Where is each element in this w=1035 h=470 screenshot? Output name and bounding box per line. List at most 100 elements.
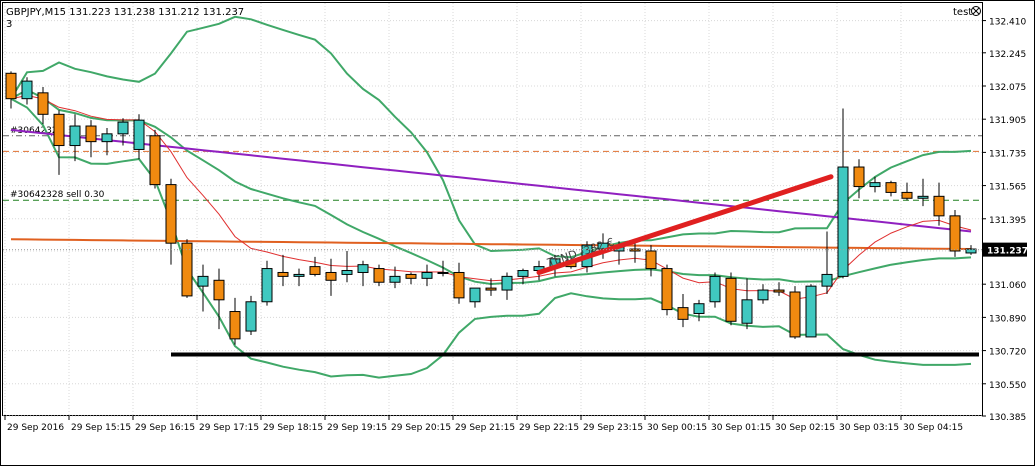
order-level-label: #30642328 (10, 126, 64, 136)
candle[interactable] (229, 297, 241, 345)
candle[interactable] (485, 278, 497, 296)
candle[interactable] (917, 178, 929, 207)
candle-body-bull (693, 303, 705, 314)
candle[interactable] (261, 260, 273, 306)
candle[interactable] (901, 182, 913, 201)
candle[interactable] (325, 258, 337, 296)
x-tick-label: 29 Sep 21:15 (455, 423, 515, 433)
candle[interactable] (293, 268, 305, 287)
candle[interactable] (405, 272, 417, 285)
candle-body-bear (885, 182, 897, 193)
candle[interactable] (501, 272, 513, 300)
x-tick-label: 30 Sep 04:15 (903, 423, 963, 433)
candle-body-bull (517, 270, 529, 277)
x-tick-label: 29 Sep 19:15 (327, 423, 387, 433)
candle[interactable] (661, 264, 673, 316)
ea-label: test (953, 7, 972, 18)
candle[interactable] (421, 264, 433, 287)
candle-body-bull (821, 273, 833, 287)
candle[interactable] (821, 231, 833, 294)
candle[interactable] (117, 118, 129, 146)
candle[interactable] (197, 264, 209, 312)
candle-body-bear (677, 307, 689, 320)
candle-body-bear (277, 271, 289, 277)
trend-line[interactable] (536, 174, 834, 275)
candle-body-bull (21, 80, 33, 100)
chart-subtitle: 3 (6, 19, 12, 30)
candle[interactable] (645, 245, 657, 277)
x-tick-label: 29 Sep 20:15 (391, 423, 451, 433)
candle[interactable] (741, 278, 753, 330)
candle[interactable] (437, 260, 449, 277)
y-tick-label: 132.075 (989, 83, 1026, 93)
candle-body-bear (661, 268, 673, 311)
candle-body-bear (949, 215, 961, 252)
candle[interactable] (949, 209, 961, 257)
slow-moving-average-line[interactable] (10, 128, 972, 233)
candle[interactable] (245, 295, 257, 335)
candle[interactable] (309, 256, 321, 277)
candle[interactable] (341, 250, 353, 283)
x-tick-label: 30 Sep 03:15 (839, 423, 899, 433)
candle[interactable] (965, 245, 977, 255)
candle[interactable] (373, 264, 385, 287)
candle[interactable] (389, 266, 401, 289)
candle[interactable] (5, 71, 17, 109)
candle[interactable] (69, 114, 81, 162)
candle-body-bull (245, 301, 257, 332)
x-tick-label: 30 Sep 00:15 (647, 423, 707, 433)
current-price-tag (983, 242, 1027, 257)
candle[interactable] (453, 262, 465, 304)
candle-body-bear (37, 92, 49, 115)
candle-body-bull (837, 166, 849, 277)
bollinger-upper-line[interactable] (10, 15, 972, 259)
candle[interactable] (357, 260, 369, 287)
candle-body-bear (933, 195, 945, 217)
candle[interactable] (677, 293, 689, 328)
x-tick-label: 29 Sep 23:15 (583, 423, 643, 433)
candle-body-bear (629, 248, 641, 252)
candle-body-bear (485, 287, 497, 291)
candle-body-bear (405, 273, 417, 279)
candle[interactable] (853, 159, 865, 199)
candle-body-bull (869, 182, 881, 188)
y-tick-label: 130.385 (989, 413, 1026, 423)
candle[interactable] (693, 299, 705, 322)
x-tick-label: 29 Sep 2016 (7, 423, 64, 433)
candle[interactable] (165, 178, 177, 265)
x-tick-label: 29 Sep 16:15 (135, 423, 195, 433)
candle-body-bear (453, 271, 465, 299)
candle[interactable] (133, 114, 145, 160)
candle[interactable] (725, 272, 737, 326)
candlesticks[interactable] (5, 71, 977, 345)
candle[interactable] (101, 127, 113, 156)
candle[interactable] (757, 284, 769, 304)
candle[interactable] (213, 268, 225, 330)
candle-body-bull (357, 264, 369, 273)
smiley-face-icon[interactable] (971, 6, 981, 16)
candle-body-bear (773, 289, 785, 293)
candle[interactable] (85, 120, 97, 158)
candle-body-bear (373, 268, 385, 283)
candle-body-bear (213, 279, 225, 301)
candle[interactable] (37, 86, 49, 125)
candle[interactable] (181, 239, 193, 298)
candle-body-bull (805, 285, 817, 338)
candle[interactable] (869, 176, 881, 193)
candle[interactable] (517, 268, 529, 285)
candle[interactable] (773, 282, 785, 296)
candle[interactable] (21, 77, 33, 105)
candle[interactable] (789, 286, 801, 339)
candle[interactable] (149, 129, 161, 189)
candle[interactable] (805, 284, 817, 338)
candle[interactable] (933, 182, 945, 226)
candle-body-bull (197, 275, 209, 287)
candle[interactable] (469, 287, 481, 308)
order-level-label: #30642328 sell 0.30 (10, 190, 105, 200)
candle[interactable] (709, 272, 721, 308)
candle[interactable] (885, 180, 897, 197)
candle[interactable] (277, 254, 289, 287)
candle[interactable] (53, 110, 65, 175)
candle-body-bear (181, 242, 193, 297)
